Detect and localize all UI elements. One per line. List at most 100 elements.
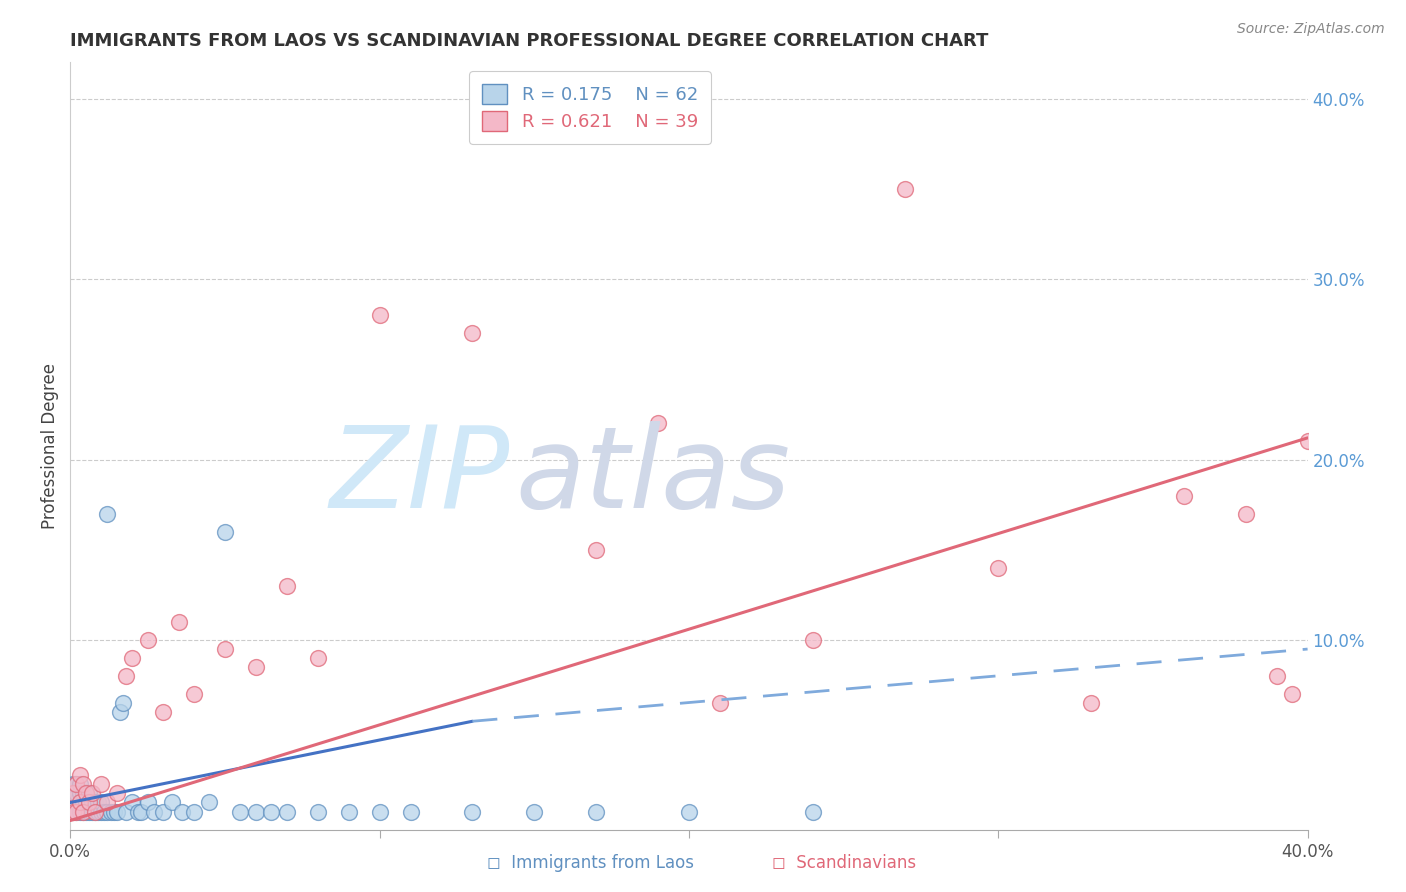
Point xyxy=(585,542,607,557)
Text: ZIP: ZIP xyxy=(329,421,509,533)
Point xyxy=(77,787,100,801)
Point xyxy=(75,796,97,810)
Legend: R = 0.175    N = 62, R = 0.621    N = 39: R = 0.175 N = 62, R = 0.621 N = 39 xyxy=(470,71,710,144)
Point xyxy=(62,787,84,801)
Point xyxy=(167,615,190,629)
Point xyxy=(103,805,125,819)
Point xyxy=(65,777,87,791)
Point xyxy=(69,777,91,791)
Point xyxy=(90,805,112,819)
Point xyxy=(461,326,484,341)
Text: ◻  Immigrants from Laos: ◻ Immigrants from Laos xyxy=(486,855,695,872)
Point xyxy=(65,787,87,801)
Point xyxy=(62,777,84,791)
Point xyxy=(77,796,100,810)
Point xyxy=(1080,696,1102,710)
Point xyxy=(987,561,1010,575)
Point xyxy=(647,417,669,431)
Point xyxy=(1296,434,1319,449)
Point xyxy=(69,805,91,819)
Point xyxy=(96,507,118,521)
Point xyxy=(65,777,87,791)
Point xyxy=(1234,507,1257,521)
Point xyxy=(678,805,700,819)
Point xyxy=(801,633,824,648)
Point xyxy=(72,796,94,810)
Point xyxy=(69,768,91,782)
Point xyxy=(276,805,298,819)
Point xyxy=(69,796,91,810)
Point xyxy=(80,796,103,810)
Point xyxy=(77,805,100,819)
Point xyxy=(96,805,118,819)
Point xyxy=(307,651,329,665)
Y-axis label: Professional Degree: Professional Degree xyxy=(41,363,59,529)
Point xyxy=(72,805,94,819)
Point xyxy=(108,705,131,719)
Point xyxy=(75,805,97,819)
Text: IMMIGRANTS FROM LAOS VS SCANDINAVIAN PROFESSIONAL DEGREE CORRELATION CHART: IMMIGRANTS FROM LAOS VS SCANDINAVIAN PRO… xyxy=(70,32,988,50)
Point xyxy=(90,777,112,791)
Point xyxy=(77,796,100,810)
Point xyxy=(152,805,174,819)
Point xyxy=(65,796,87,810)
Point xyxy=(62,796,84,810)
Point xyxy=(72,777,94,791)
Point xyxy=(894,182,917,196)
Point xyxy=(100,805,122,819)
Point xyxy=(183,687,205,701)
Point xyxy=(307,805,329,819)
Point xyxy=(337,805,360,819)
Point xyxy=(368,805,391,819)
Point xyxy=(152,705,174,719)
Point xyxy=(87,796,110,810)
Point xyxy=(399,805,422,819)
Point xyxy=(229,805,252,819)
Point xyxy=(131,805,153,819)
Point xyxy=(183,805,205,819)
Point xyxy=(214,524,236,539)
Point xyxy=(111,696,134,710)
Point xyxy=(80,787,103,801)
Point xyxy=(62,805,84,819)
Point xyxy=(523,805,546,819)
Point xyxy=(80,805,103,819)
Point xyxy=(72,805,94,819)
Point xyxy=(245,805,267,819)
Point xyxy=(72,787,94,801)
Text: ◻  Scandinavians: ◻ Scandinavians xyxy=(772,855,915,872)
Point xyxy=(115,805,138,819)
Point xyxy=(585,805,607,819)
Point xyxy=(136,633,159,648)
Point xyxy=(84,805,107,819)
Point xyxy=(62,805,84,819)
Point xyxy=(87,805,110,819)
Point xyxy=(75,787,97,801)
Point xyxy=(162,796,184,810)
Point xyxy=(245,660,267,674)
Point xyxy=(368,308,391,322)
Text: Source: ZipAtlas.com: Source: ZipAtlas.com xyxy=(1237,22,1385,37)
Point xyxy=(709,696,731,710)
Point xyxy=(1281,687,1303,701)
Point xyxy=(105,805,128,819)
Point xyxy=(65,805,87,819)
Point xyxy=(90,796,112,810)
Point xyxy=(214,642,236,657)
Point xyxy=(62,787,84,801)
Text: atlas: atlas xyxy=(516,421,790,533)
Point xyxy=(461,805,484,819)
Point xyxy=(260,805,283,819)
Point xyxy=(801,805,824,819)
Point xyxy=(198,796,221,810)
Point xyxy=(65,805,87,819)
Point xyxy=(142,805,165,819)
Point xyxy=(170,805,193,819)
Point xyxy=(1173,489,1195,503)
Point xyxy=(96,796,118,810)
Point xyxy=(136,796,159,810)
Point xyxy=(115,669,138,683)
Point xyxy=(121,651,143,665)
Point xyxy=(276,579,298,593)
Point xyxy=(127,805,149,819)
